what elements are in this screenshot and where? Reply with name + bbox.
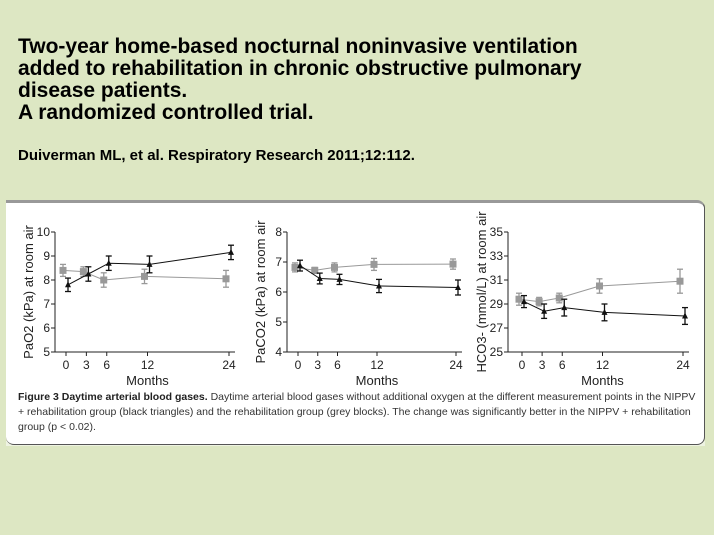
y-tick-label: 8 — [275, 225, 282, 239]
data-point-square — [222, 275, 230, 283]
title-line: added to rehabilitation in chronic obstr… — [18, 57, 582, 80]
y-tick-label: 25 — [490, 345, 504, 359]
data-point-triangle — [336, 275, 343, 282]
data-point-triangle — [376, 282, 382, 289]
data-point-square — [555, 294, 563, 302]
data-point-square — [311, 266, 319, 274]
data-point-square — [449, 260, 457, 268]
data-point-square — [291, 263, 299, 271]
y-tick-label: 4 — [275, 345, 282, 359]
title-line: A randomized controlled trial. — [18, 101, 314, 124]
x-axis-label: Months — [356, 373, 399, 388]
y-tick-label: 10 — [37, 225, 51, 239]
y-tick-label: 6 — [275, 285, 282, 299]
x-axis-label: Months — [126, 373, 169, 388]
x-tick-label: 0 — [295, 358, 302, 372]
data-point-triangle — [105, 259, 112, 266]
caption-text: Daytime arterial blood gases without add… — [18, 391, 696, 433]
data-point-triangle — [455, 284, 461, 290]
x-tick-label: 6 — [103, 358, 110, 372]
data-point-square — [331, 263, 338, 271]
data-point-triangle — [228, 248, 234, 255]
y-axis-label: PaO2 (kPa) at room air — [21, 225, 36, 359]
y-tick-label: 31 — [490, 273, 504, 287]
data-point-square — [676, 277, 684, 285]
y-tick-label: 7 — [43, 297, 50, 311]
y-axis-label: PaCO2 (kPa) at room air — [253, 220, 268, 364]
y-tick-label: 35 — [490, 225, 504, 239]
data-point-square — [141, 272, 148, 280]
title-line: Two-year home-based nocturnal noninvasiv… — [18, 35, 578, 58]
x-tick-label: 24 — [222, 358, 236, 372]
y-tick-label: 5 — [275, 315, 282, 329]
x-tick-label: 12 — [370, 358, 384, 372]
data-point-triangle — [316, 275, 323, 281]
x-tick-label: 24 — [449, 358, 463, 372]
x-tick-label: 6 — [559, 358, 566, 372]
figure-panel — [6, 200, 705, 445]
data-point-triangle — [146, 260, 153, 267]
slide-title: Two-year home-based nocturnal noninvasiv… — [18, 36, 708, 124]
data-point-square — [100, 276, 108, 284]
x-tick-label: 3 — [539, 358, 546, 372]
citation: Duiverman ML, et al. Respiratory Researc… — [18, 147, 415, 164]
y-tick-label: 7 — [275, 255, 282, 269]
data-point-triangle — [297, 262, 303, 269]
data-point-square — [59, 266, 67, 274]
data-point-triangle — [601, 308, 608, 315]
y-tick-label: 29 — [490, 297, 504, 311]
x-tick-label: 12 — [141, 358, 155, 372]
data-point-triangle — [65, 281, 71, 288]
data-point-triangle — [541, 307, 548, 314]
y-tick-label: 27 — [490, 321, 504, 335]
data-point-square — [535, 298, 543, 306]
title-line: disease patients. — [18, 79, 188, 102]
data-point-triangle — [561, 304, 568, 311]
data-point-square — [596, 282, 603, 290]
x-tick-label: 6 — [334, 358, 341, 372]
y-tick-label: 5 — [43, 345, 50, 359]
y-tick-label: 9 — [43, 249, 50, 263]
x-tick-label: 0 — [519, 358, 526, 372]
x-tick-label: 0 — [63, 358, 70, 372]
data-point-square — [515, 295, 523, 303]
x-tick-label: 24 — [676, 358, 690, 372]
x-axis-label: Months — [581, 373, 624, 388]
data-point-triangle — [85, 270, 92, 277]
data-point-square — [370, 260, 378, 268]
data-point-triangle — [521, 298, 527, 305]
y-tick-label: 33 — [490, 249, 504, 263]
caption-label: Figure 3 Daytime arterial blood gases. — [18, 391, 208, 403]
x-tick-label: 3 — [314, 358, 321, 372]
data-point-square — [79, 268, 87, 276]
x-tick-label: 12 — [596, 358, 610, 372]
y-tick-label: 6 — [43, 321, 50, 335]
y-axis-label: HCO3- (mmol/L) at room air — [474, 211, 489, 373]
x-tick-label: 3 — [83, 358, 90, 372]
figure-caption: Figure 3 Daytime arterial blood gases. D… — [18, 390, 698, 435]
data-point-triangle — [682, 312, 688, 319]
y-tick-label: 8 — [43, 273, 50, 287]
